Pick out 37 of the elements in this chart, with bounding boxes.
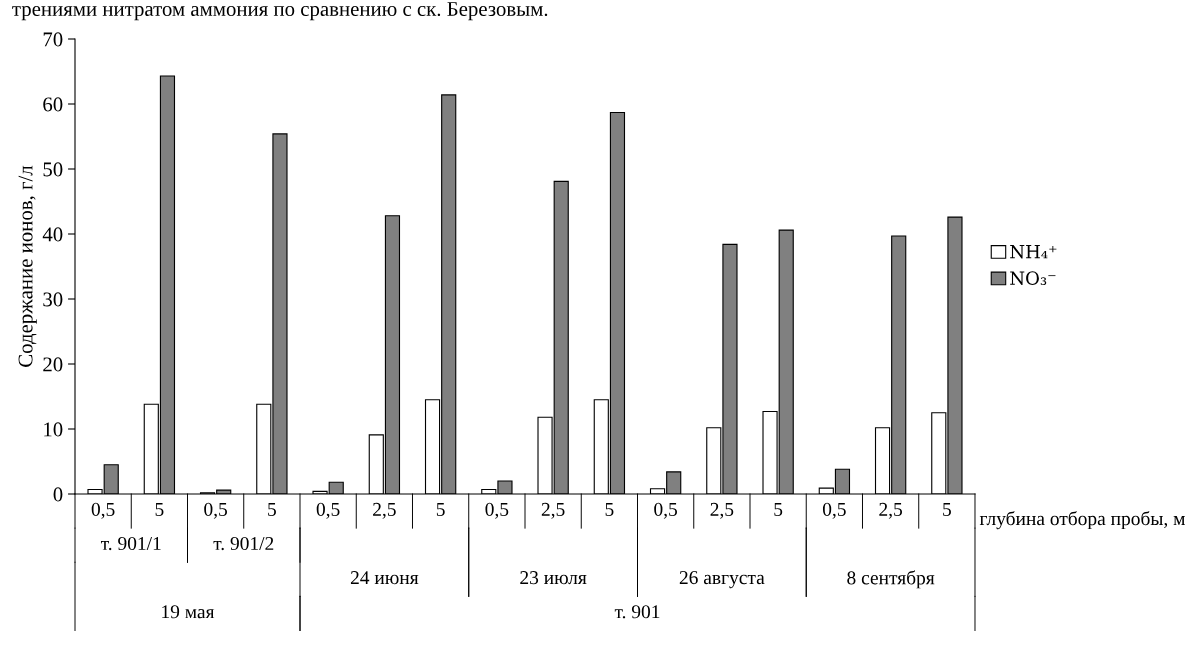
x-tick-label: 5 [268,503,276,516]
y-tick-label: 0 [53,487,63,502]
x-tick-label: 2,5 [373,502,396,519]
y-tick-label: 30 [43,292,63,307]
text: 23 июля [520,571,587,585]
text: 8 сентября [847,570,935,589]
y-tick-label: 40 [42,227,63,242]
x-tick-label: 0,5 [204,502,228,519]
y-tick-label: 10 [44,422,63,437]
x-tick-label: 2,5 [710,502,734,519]
y-tick-label: 50 [43,162,63,177]
x-tick-label: 5 [605,503,614,516]
x-tick-label: 5 [774,503,783,516]
x-tick-label: 5 [436,503,445,516]
text: 26 августа [679,571,765,589]
x-tick-label: 0,5 [91,502,115,519]
x-tick-label: 0,5 [654,502,678,519]
legend-label: NO₃⁻ [1010,271,1056,285]
x-tick-label: 0,5 [822,502,846,519]
x-tick-label: 5 [155,503,164,516]
y-tick-label: 70 [43,32,63,47]
text: 24 июня [350,571,419,585]
x-axis-title: глубина отбора пробы, м [979,511,1185,530]
y-axis-title: Содержание ионов, г/л [18,165,37,367]
text: т. 901/1 [101,536,161,551]
y-tick-label: 20 [43,357,63,372]
text: 19 мая [162,605,215,619]
x-tick-label: 2,5 [879,502,903,519]
x-tick-label: 2,5 [541,502,565,519]
x-tick-label: 0,5 [316,502,340,519]
text: трениями нитратом аммония по сравнению с ск. Березовым. [12,2,548,21]
text: т. 901 [614,605,660,619]
y-tick-label: 60 [43,97,63,112]
legend-label: NH₄⁺ [1010,245,1057,259]
x-tick-label: 0,5 [485,502,509,519]
x-tick-label: 5 [943,503,951,516]
text: т. 901/2 [213,536,274,551]
